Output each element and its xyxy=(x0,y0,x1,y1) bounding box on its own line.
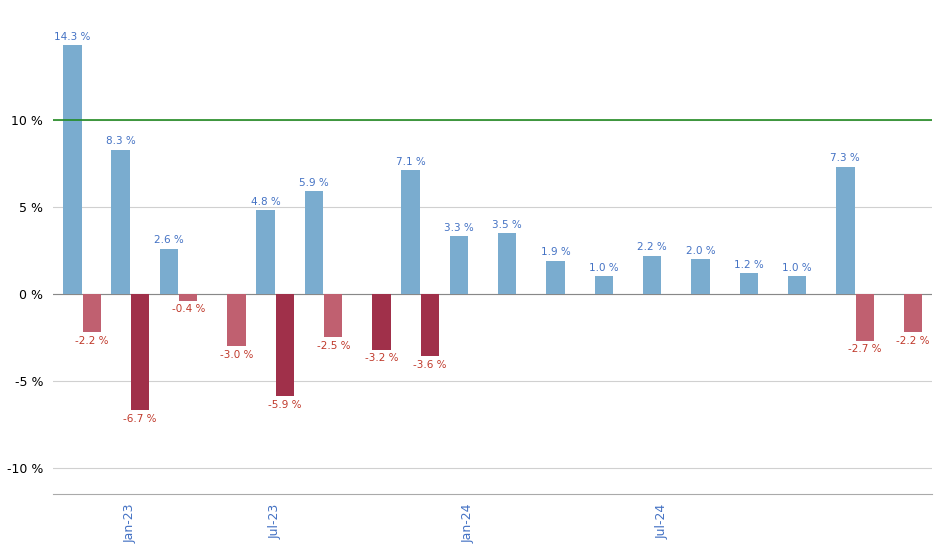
Text: -3.6 %: -3.6 % xyxy=(413,360,446,370)
Bar xyxy=(643,256,661,294)
Bar xyxy=(788,277,807,294)
Bar xyxy=(160,249,179,294)
Bar xyxy=(855,294,874,341)
Bar xyxy=(595,277,613,294)
Bar xyxy=(372,294,391,349)
Text: 3.3 %: 3.3 % xyxy=(444,223,474,233)
Bar xyxy=(498,233,516,294)
Text: 1.2 %: 1.2 % xyxy=(734,260,763,270)
Text: -0.4 %: -0.4 % xyxy=(172,304,205,314)
Text: 2.2 %: 2.2 % xyxy=(637,242,667,252)
Text: 1.9 %: 1.9 % xyxy=(540,248,571,257)
Bar xyxy=(305,191,323,294)
Text: -3.2 %: -3.2 % xyxy=(365,353,399,363)
Text: -6.7 %: -6.7 % xyxy=(123,414,157,424)
Bar xyxy=(421,294,439,356)
Bar xyxy=(546,261,565,294)
Text: 7.1 %: 7.1 % xyxy=(396,157,426,167)
Text: 4.8 %: 4.8 % xyxy=(251,197,280,207)
Bar xyxy=(740,273,758,294)
Text: 14.3 %: 14.3 % xyxy=(55,32,90,42)
Bar xyxy=(449,236,468,294)
Bar xyxy=(227,294,245,346)
Text: 5.9 %: 5.9 % xyxy=(299,178,329,188)
Text: -5.9 %: -5.9 % xyxy=(268,400,302,410)
Bar xyxy=(63,45,82,294)
Text: 3.5 %: 3.5 % xyxy=(493,219,522,229)
Text: 8.3 %: 8.3 % xyxy=(106,136,135,146)
Bar xyxy=(275,294,294,397)
Text: -2.2 %: -2.2 % xyxy=(896,336,930,345)
Bar xyxy=(401,170,420,294)
Text: 1.0 %: 1.0 % xyxy=(589,263,619,273)
Bar xyxy=(83,294,101,332)
Text: 7.3 %: 7.3 % xyxy=(830,153,860,163)
Text: 2.0 %: 2.0 % xyxy=(685,246,715,256)
Bar xyxy=(324,294,342,337)
Text: -3.0 %: -3.0 % xyxy=(220,349,253,360)
Text: -2.7 %: -2.7 % xyxy=(848,344,882,354)
Bar xyxy=(691,259,710,294)
Bar xyxy=(257,211,274,294)
Bar xyxy=(131,294,149,410)
Text: 1.0 %: 1.0 % xyxy=(782,263,812,273)
Bar xyxy=(904,294,922,332)
Bar xyxy=(837,167,854,294)
Text: 2.6 %: 2.6 % xyxy=(154,235,184,245)
Text: -2.2 %: -2.2 % xyxy=(75,336,108,345)
Bar xyxy=(112,150,130,294)
Bar xyxy=(180,294,197,301)
Text: -2.5 %: -2.5 % xyxy=(317,341,350,351)
